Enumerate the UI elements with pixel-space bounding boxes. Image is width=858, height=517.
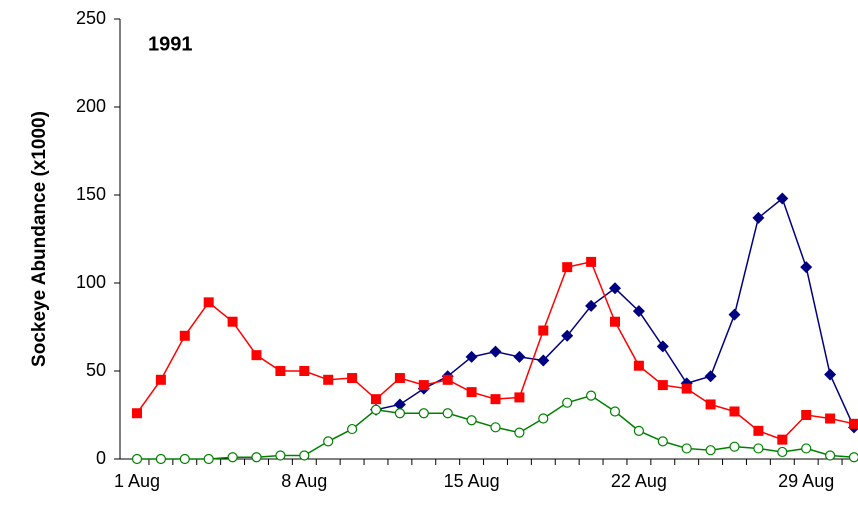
marker bbox=[418, 380, 429, 391]
y-tick-label: 250 bbox=[76, 8, 106, 28]
annotation: 1991 bbox=[148, 33, 193, 55]
marker bbox=[514, 427, 525, 438]
marker bbox=[729, 406, 740, 417]
marker bbox=[632, 305, 645, 318]
marker bbox=[490, 422, 501, 433]
marker bbox=[776, 192, 789, 205]
marker bbox=[585, 390, 597, 401]
marker bbox=[849, 418, 858, 429]
marker bbox=[275, 366, 286, 376]
marker bbox=[442, 408, 453, 419]
marker bbox=[227, 316, 238, 327]
marker bbox=[824, 450, 836, 461]
x-tick-label: 22 Aug bbox=[611, 471, 667, 491]
marker bbox=[299, 366, 310, 376]
marker bbox=[800, 261, 813, 274]
x-tick-label: 8 Aug bbox=[281, 471, 327, 491]
marker bbox=[562, 397, 573, 408]
y-tick-label: 100 bbox=[76, 272, 106, 292]
marker bbox=[657, 436, 668, 447]
marker bbox=[753, 443, 764, 454]
marker bbox=[394, 373, 405, 384]
marker bbox=[705, 399, 716, 410]
marker bbox=[179, 453, 190, 465]
marker bbox=[465, 350, 478, 363]
marker bbox=[657, 380, 668, 391]
marker bbox=[848, 452, 858, 463]
y-tick-label: 200 bbox=[76, 96, 106, 116]
marker bbox=[442, 374, 453, 385]
x-tick-label: 15 Aug bbox=[444, 471, 500, 491]
marker bbox=[537, 354, 550, 367]
marker bbox=[131, 453, 143, 465]
marker bbox=[633, 425, 645, 436]
marker bbox=[323, 436, 334, 447]
marker bbox=[394, 408, 405, 419]
marker bbox=[777, 446, 788, 458]
marker bbox=[681, 383, 692, 394]
marker bbox=[393, 398, 406, 411]
marker bbox=[251, 350, 262, 361]
marker bbox=[704, 370, 717, 383]
marker bbox=[299, 450, 310, 461]
marker bbox=[514, 392, 525, 403]
marker bbox=[728, 308, 741, 321]
marker bbox=[825, 413, 836, 424]
marker bbox=[824, 368, 837, 381]
marker bbox=[752, 211, 765, 224]
marker bbox=[801, 410, 812, 420]
marker bbox=[132, 408, 142, 419]
marker bbox=[347, 423, 358, 435]
y-tick-label: 50 bbox=[86, 360, 106, 380]
marker bbox=[585, 299, 598, 312]
x-tick-label: 29 Aug bbox=[778, 471, 834, 491]
marker bbox=[251, 452, 262, 463]
marker bbox=[490, 394, 501, 405]
marker bbox=[179, 330, 190, 341]
marker bbox=[155, 374, 166, 385]
marker bbox=[562, 262, 573, 273]
marker bbox=[705, 445, 716, 456]
marker bbox=[586, 256, 597, 267]
marker bbox=[777, 434, 788, 445]
marker bbox=[609, 282, 621, 295]
marker bbox=[489, 345, 502, 358]
marker bbox=[275, 450, 286, 461]
marker bbox=[347, 373, 358, 384]
marker bbox=[538, 325, 549, 336]
marker bbox=[656, 340, 669, 353]
marker bbox=[203, 297, 214, 308]
marker bbox=[538, 413, 549, 424]
marker bbox=[370, 404, 382, 415]
series-line bbox=[375, 197, 855, 428]
marker bbox=[801, 443, 812, 454]
y-tick-label: 150 bbox=[76, 184, 106, 204]
marker bbox=[418, 408, 429, 419]
marker bbox=[729, 441, 740, 452]
marker bbox=[561, 329, 574, 342]
x-tick-label: 1 Aug bbox=[114, 471, 160, 491]
marker bbox=[633, 360, 644, 371]
marker bbox=[513, 350, 526, 363]
marker bbox=[323, 374, 334, 385]
marker bbox=[371, 394, 381, 405]
marker bbox=[466, 415, 477, 426]
marker bbox=[609, 406, 621, 417]
marker bbox=[155, 453, 166, 465]
marker bbox=[610, 316, 620, 327]
y-tick-label: 0 bbox=[96, 448, 106, 468]
y-axis-label: Sockeye Abundance (x1000) bbox=[29, 111, 50, 367]
marker bbox=[227, 452, 238, 463]
marker bbox=[753, 425, 764, 436]
marker bbox=[203, 453, 214, 465]
marker bbox=[681, 443, 692, 454]
marker bbox=[466, 387, 477, 398]
